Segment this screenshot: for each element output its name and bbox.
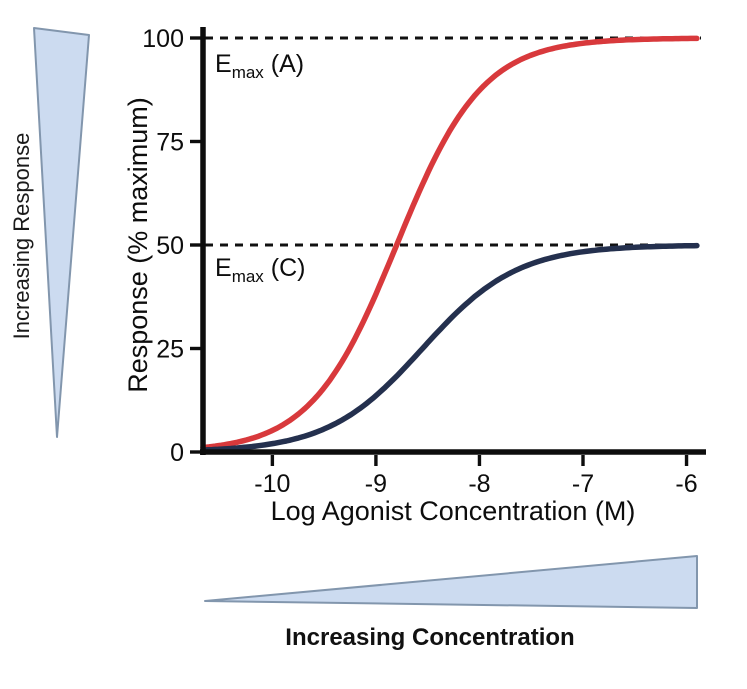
x-axis-title: Log Agonist Concentration (M) xyxy=(270,496,636,526)
x-tick-label: -7 xyxy=(572,470,594,498)
emax-a-pre: E xyxy=(215,50,232,78)
curve-c xyxy=(200,242,700,453)
y-tick-label: 25 xyxy=(156,336,184,364)
emax-c-pre: E xyxy=(215,254,232,282)
x-tick-label: -6 xyxy=(675,470,697,498)
increasing-concentration-label: Increasing Concentration xyxy=(285,624,575,651)
y-axis-title: Response (% maximum) xyxy=(123,97,153,393)
y-tick-label: 75 xyxy=(156,129,184,157)
y-tick-label: 0 xyxy=(170,439,184,467)
emax-a-post: (A) xyxy=(263,50,305,78)
emax-a-annotation: Emax (A) xyxy=(215,50,304,83)
increasing-response-triangle xyxy=(33,27,90,438)
emax-c-annotation: Emax (C) xyxy=(215,254,305,287)
increasing-concentration-triangle xyxy=(204,555,698,609)
emax-a-sub: max xyxy=(231,63,264,82)
emax-c-post: (C) xyxy=(263,254,306,282)
x-tick-label: -10 xyxy=(254,470,290,498)
emax-c-sub: max xyxy=(231,267,264,286)
increasing-response-label: Increasing Response xyxy=(9,132,34,340)
x-tick-label: -9 xyxy=(365,470,387,498)
curve-a xyxy=(200,35,700,451)
y-tick-label: 100 xyxy=(142,25,184,53)
x-tick-label: -8 xyxy=(468,470,490,498)
y-tick-label: 50 xyxy=(156,232,184,260)
